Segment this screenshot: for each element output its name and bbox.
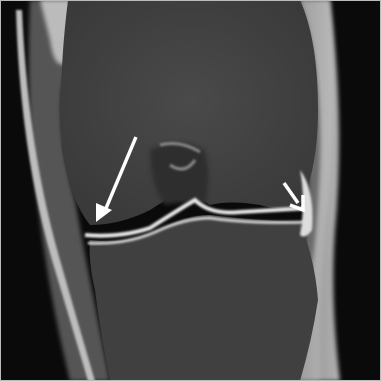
- femur: [60, 0, 318, 225]
- fascia-right: [270, 0, 340, 381]
- tibia: [89, 215, 318, 381]
- soft-tissue-left: [28, 0, 110, 381]
- notch: [150, 142, 209, 205]
- ligaments: [159, 142, 201, 171]
- arrow-lateral-head: [289, 195, 305, 213]
- fascia-left: [16, 10, 95, 381]
- joint-line-lower: [87, 216, 311, 245]
- joint-line-upper: [84, 197, 311, 238]
- arrow-lateral: [282, 181, 300, 205]
- arrow-medial: [102, 136, 138, 214]
- lateral-fluid: [300, 170, 313, 237]
- arrow-medial-head: [96, 203, 112, 222]
